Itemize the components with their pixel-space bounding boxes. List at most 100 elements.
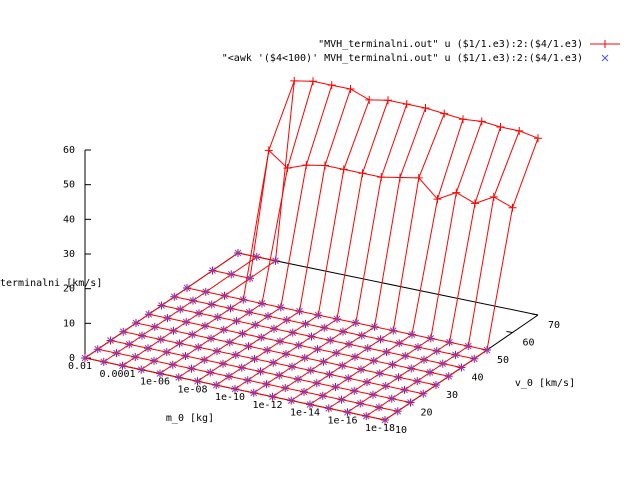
x-marker: [314, 311, 322, 319]
y-tick-label: 40: [471, 373, 483, 384]
x-marker: [377, 336, 384, 343]
x-marker: [227, 305, 234, 312]
x-marker: [253, 253, 261, 261]
x-marker: [212, 381, 220, 389]
x-marker: [338, 396, 345, 403]
x-marker: [420, 356, 428, 364]
x-marker: [358, 332, 366, 339]
z-tick-label: 40: [63, 214, 75, 225]
x-marker: [132, 319, 140, 327]
plus-marker: [339, 165, 348, 174]
x-marker: [269, 393, 276, 401]
plus-marker: [421, 104, 430, 113]
y-tick-label: 60: [522, 338, 534, 349]
plus-marker: [365, 95, 374, 104]
x-marker: [245, 308, 253, 316]
x-marker: [245, 342, 252, 350]
x-marker: [446, 338, 453, 346]
x-marker: [427, 335, 435, 342]
x-marker: [257, 368, 264, 375]
x-marker: [263, 346, 271, 354]
x-marker: [362, 412, 370, 420]
x-marker: [356, 400, 364, 407]
z-tick-label: 20: [63, 284, 75, 295]
x-marker: [131, 353, 139, 361]
x-marker: [364, 344, 372, 352]
surface-line: [237, 80, 539, 262]
x-marker: [264, 312, 272, 320]
x-marker: [188, 331, 196, 338]
x-marker: [202, 288, 210, 296]
x-marker: [325, 405, 333, 412]
x-marker: [287, 397, 295, 404]
x-marker: [231, 385, 239, 393]
plus-marker: [433, 195, 442, 204]
x-marker: [234, 249, 242, 257]
x-marker: [276, 338, 284, 345]
x-tick-label: 1e-16: [327, 415, 357, 426]
x-tick-label: 1e-14: [290, 408, 320, 419]
x-marker: [319, 392, 327, 400]
x-marker: [145, 310, 153, 318]
x-marker: [189, 297, 197, 304]
x-marker: [119, 328, 127, 336]
x-marker: [395, 339, 403, 347]
x-marker: [169, 361, 177, 369]
z-tick-label: 60: [63, 145, 75, 156]
plus-marker: [283, 164, 292, 173]
x-marker: [206, 369, 214, 376]
x-marker: [344, 374, 352, 382]
x-marker: [351, 353, 359, 361]
x-marker: [281, 384, 289, 392]
x-marker: [320, 324, 328, 332]
x-marker: [275, 372, 283, 379]
x-marker: [282, 350, 290, 358]
plus-marker: [290, 76, 299, 85]
legend-label: "<awk '($4<100)' MVH_terminalni.out" u (…: [222, 53, 583, 64]
x-marker: [332, 349, 340, 357]
surface-line: [366, 130, 520, 417]
x-marker: [320, 358, 327, 366]
x-marker: [301, 354, 309, 362]
y-tick-label: 70: [548, 320, 560, 331]
x-tick-label: 1e-12: [252, 400, 282, 411]
x-marker: [388, 395, 396, 402]
plus-marker: [440, 109, 449, 118]
plus-marker: [384, 96, 392, 105]
y-tick: [506, 331, 513, 333]
x-marker: [289, 329, 297, 336]
y-tick-label: 50: [497, 355, 509, 366]
x-marker: [238, 364, 246, 371]
x-marker: [307, 367, 315, 374]
x-marker: [156, 370, 164, 377]
x-marker: [432, 381, 440, 389]
x-marker: [170, 327, 177, 335]
x-marker: [194, 377, 201, 385]
plus-marker: [508, 203, 517, 212]
x-marker: [251, 355, 258, 363]
plus-marker: [496, 122, 505, 131]
x-marker: [382, 382, 390, 390]
x-marker: [257, 334, 265, 341]
x-marker: [138, 332, 146, 339]
x-marker: [426, 369, 434, 376]
back-edge: [237, 252, 539, 316]
x-marker: [369, 391, 377, 399]
x-marker: [113, 349, 120, 357]
x-tick-label: 1e-18: [365, 423, 395, 434]
x-marker: [263, 380, 270, 388]
x-marker: [163, 348, 171, 356]
plus-marker: [452, 188, 461, 197]
x-tick-label: 0.01: [68, 361, 92, 372]
x-marker: [225, 373, 233, 380]
plus-marker: [477, 117, 486, 126]
x-marker: [250, 389, 258, 397]
x-marker: [183, 284, 191, 292]
x-axis-label: m_0 [kg]: [166, 413, 214, 424]
plus-marker: [358, 169, 367, 178]
plus-marker: [302, 161, 311, 170]
x-marker: [125, 341, 133, 348]
x-marker: [182, 352, 189, 360]
x-marker: [239, 330, 246, 337]
x-marker: [214, 313, 222, 321]
